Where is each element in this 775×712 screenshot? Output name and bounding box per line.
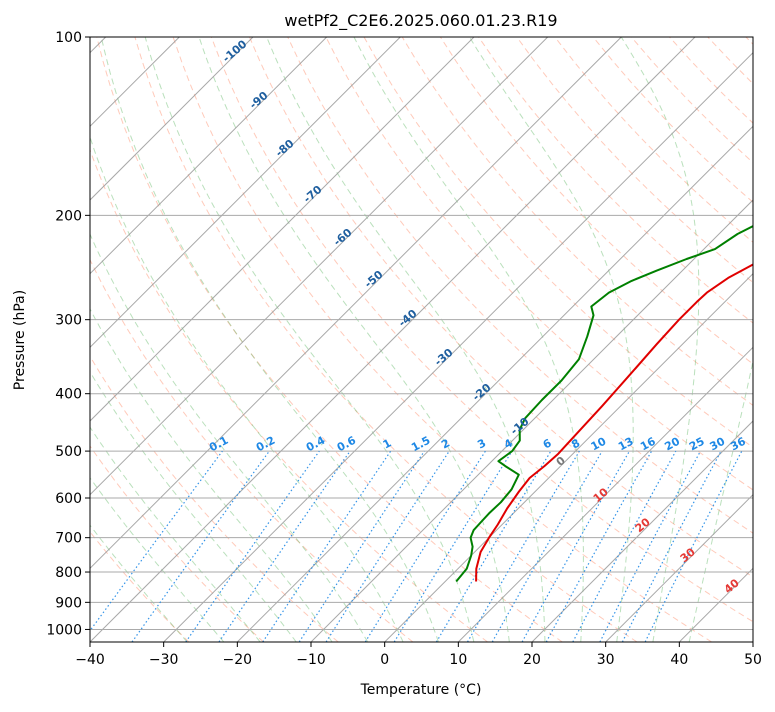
x-tick-label: 30 [597, 652, 615, 668]
y-tick-label: 400 [55, 387, 82, 403]
y-axis-label: Pressure (hPa) [12, 290, 28, 390]
x-tick-label: 50 [744, 652, 762, 668]
y-tick-label: 900 [55, 595, 82, 611]
y-tick-label: 500 [55, 444, 82, 460]
y-tick-label: 300 [55, 313, 82, 329]
x-tick-label: −20 [223, 652, 253, 668]
x-tick-label: 20 [523, 652, 541, 668]
y-tick-label: 100 [55, 30, 82, 46]
x-tick-label: −10 [296, 652, 326, 668]
x-axis-label: Temperature (°C) [360, 682, 482, 698]
chart-title: wetPf2_C2E6.2025.060.01.23.R19 [284, 11, 557, 31]
x-tick-label: 40 [670, 652, 688, 668]
y-tick-label: 800 [55, 565, 82, 581]
x-tick-label: −30 [149, 652, 179, 668]
y-tick-label: 700 [55, 531, 82, 547]
y-tick-label: 1000 [46, 622, 82, 638]
y-tick-label: 200 [55, 208, 82, 224]
x-tick-label: 10 [449, 652, 467, 668]
x-tick-label: 0 [380, 652, 389, 668]
y-tick-label: 600 [55, 491, 82, 507]
x-tick-label: −40 [75, 652, 105, 668]
